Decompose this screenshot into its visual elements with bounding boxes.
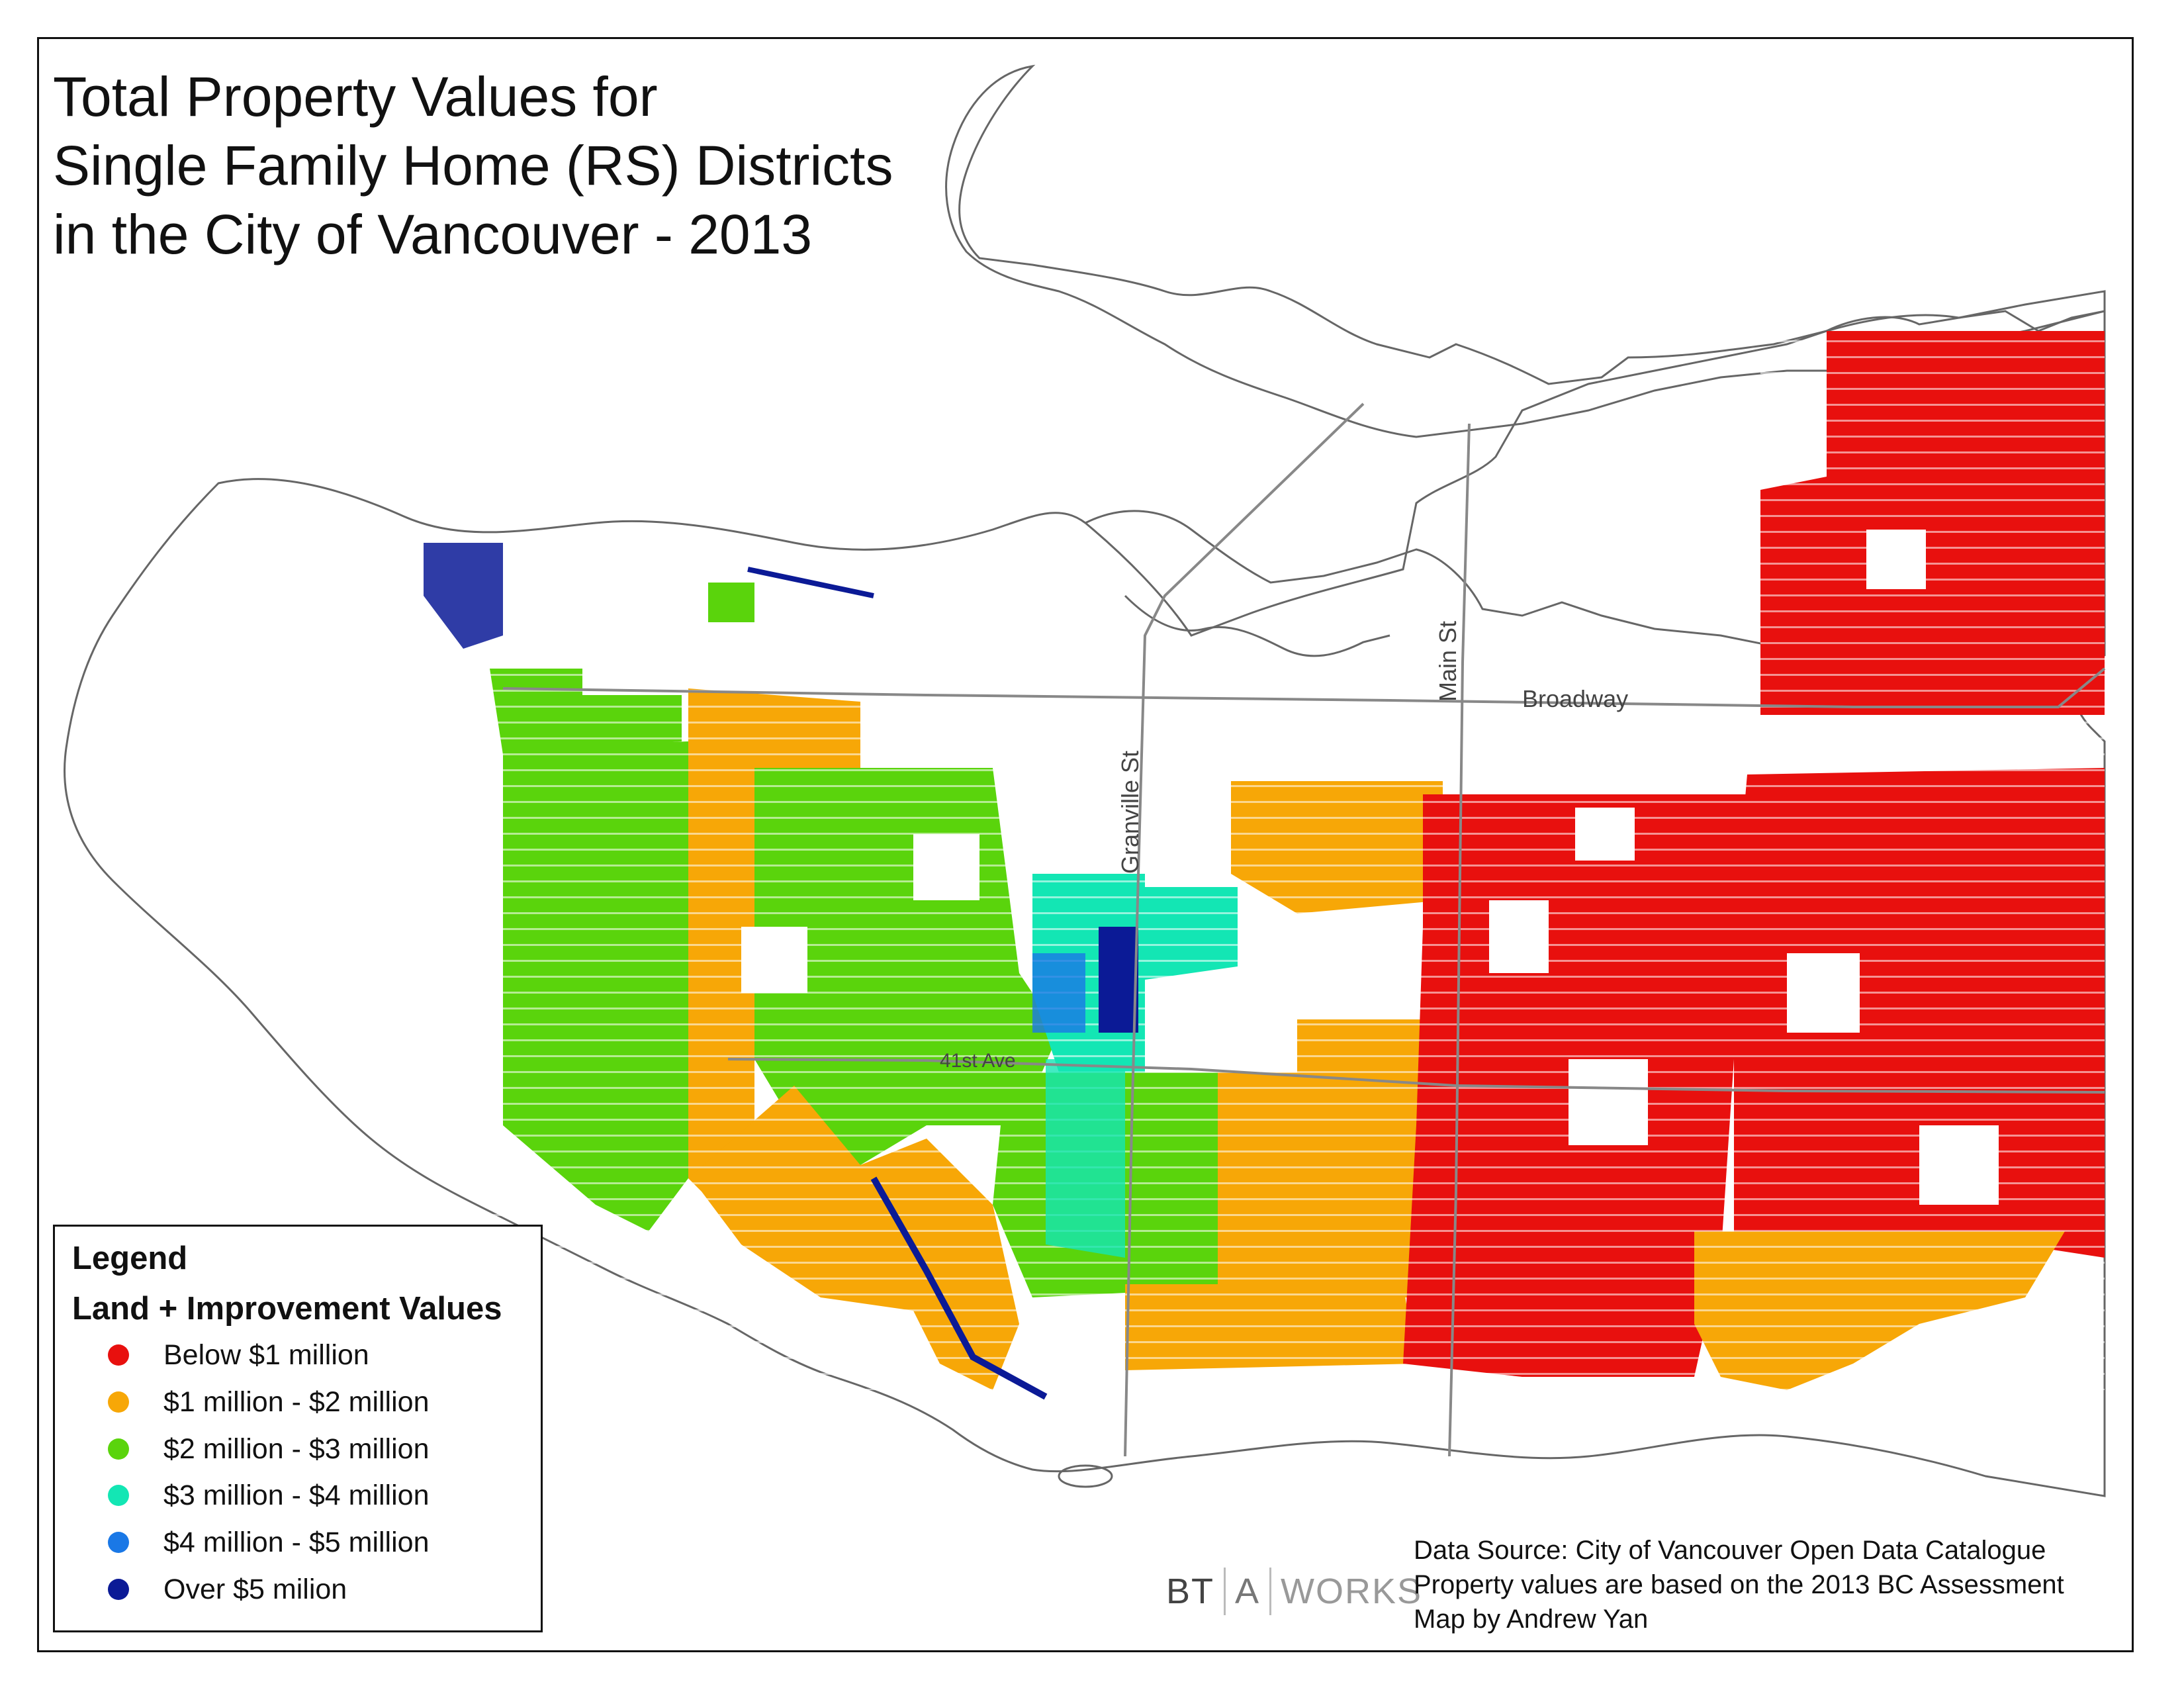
legend-item: $3 million - $4 million bbox=[108, 1476, 430, 1515]
data-source-note: Data Source: City of Vancouver Open Data… bbox=[1414, 1533, 2064, 1636]
park-gap bbox=[1787, 953, 1860, 1033]
map-frame bbox=[37, 37, 2134, 1652]
cluster-4m-5m-shaughnessy bbox=[1032, 953, 1085, 1033]
map-title: Total Property Values for Single Family … bbox=[53, 62, 893, 269]
high-value-clusters bbox=[424, 543, 1138, 1400]
english-bay-outline bbox=[1124, 594, 1390, 657]
source-line-3: Map by Andrew Yan bbox=[1414, 1605, 1649, 1634]
legend-item-label: $2 million - $3 million bbox=[163, 1432, 430, 1465]
logo-bt: BT bbox=[1166, 1571, 1215, 1611]
logo-separator bbox=[1224, 1568, 1226, 1615]
legend-item: Over $5 milion bbox=[108, 1570, 347, 1609]
legend-item-label: Below $1 million bbox=[163, 1338, 369, 1371]
legend-item-label: Over $5 milion bbox=[163, 1573, 347, 1605]
park-gap bbox=[913, 834, 979, 900]
41st-ave-label: 41st Ave bbox=[940, 1050, 1016, 1072]
park-gap bbox=[741, 927, 807, 993]
broadway-label: Broadway bbox=[1522, 685, 1628, 712]
cluster-over-5m-shaughnessy bbox=[1099, 927, 1138, 1033]
park-gap bbox=[1866, 530, 1926, 589]
main-street bbox=[1448, 423, 1471, 1457]
park-gap bbox=[1489, 900, 1549, 973]
district-jericho bbox=[708, 583, 754, 622]
logo-separator bbox=[1269, 1568, 1272, 1615]
main-st-label: Main St bbox=[1434, 621, 1461, 702]
legend-item-label: $1 million - $2 million bbox=[163, 1385, 430, 1418]
legend-subheading: Land + Improvement Values bbox=[72, 1291, 502, 1327]
legend-item-label: $4 million - $5 million bbox=[163, 1526, 430, 1558]
logo-works: WORKS bbox=[1281, 1571, 1423, 1611]
cluster-over-5m-southlands bbox=[870, 1176, 1048, 1400]
city-boundary bbox=[64, 310, 2106, 1497]
legend-box: Legend Land + Improvement Values Below $… bbox=[53, 1225, 543, 1632]
logo-a: A bbox=[1235, 1571, 1261, 1611]
source-line-1: Data Source: City of Vancouver Open Data… bbox=[1414, 1536, 2046, 1565]
granville-st-label: Granville St bbox=[1116, 751, 1144, 874]
legend-item: $2 million - $3 million bbox=[108, 1429, 430, 1469]
legend-item: $4 million - $5 million bbox=[108, 1523, 430, 1562]
cluster-over-5m-point-grey bbox=[424, 543, 503, 649]
stanley-park-outline bbox=[945, 64, 2106, 438]
title-line-1: Total Property Values for bbox=[53, 66, 658, 128]
legend-heading: Legend bbox=[72, 1241, 188, 1276]
small-island bbox=[1058, 1464, 1113, 1488]
orange-dot-icon bbox=[108, 1391, 129, 1413]
btaworks-logo: BT A WORKS bbox=[1157, 1568, 1432, 1615]
park-gap bbox=[1919, 1125, 1999, 1205]
title-line-2: Single Family Home (RS) Districts bbox=[53, 134, 893, 197]
navy-dot-icon bbox=[108, 1579, 129, 1600]
park-gap bbox=[1575, 808, 1635, 861]
streets bbox=[502, 402, 2106, 1457]
legend-item: Below $1 million bbox=[108, 1335, 369, 1375]
teal-dot-icon bbox=[108, 1485, 129, 1506]
lot-texture bbox=[490, 331, 2105, 1390]
blue-dot-icon bbox=[108, 1532, 129, 1553]
legend-item-label: $3 million - $4 million bbox=[163, 1479, 430, 1511]
green-dot-icon bbox=[108, 1438, 129, 1460]
false-creek-outline bbox=[1085, 510, 2105, 670]
legend-item: $1 million - $2 million bbox=[108, 1382, 430, 1422]
cluster-over-5m-spanish-banks bbox=[747, 567, 874, 598]
broadway-street bbox=[502, 667, 2106, 708]
park-gaps bbox=[741, 530, 1999, 1205]
source-line-2: Property values are based on the 2013 BC… bbox=[1414, 1570, 2064, 1599]
park-gap bbox=[1569, 1059, 1648, 1145]
red-dot-icon bbox=[108, 1344, 129, 1366]
granville-street bbox=[1124, 402, 1365, 1457]
cluster-3m-4m-kerrisdale bbox=[1046, 1059, 1125, 1258]
title-line-3: in the City of Vancouver - 2013 bbox=[53, 203, 813, 265]
41st-ave-street bbox=[727, 1058, 2105, 1094]
